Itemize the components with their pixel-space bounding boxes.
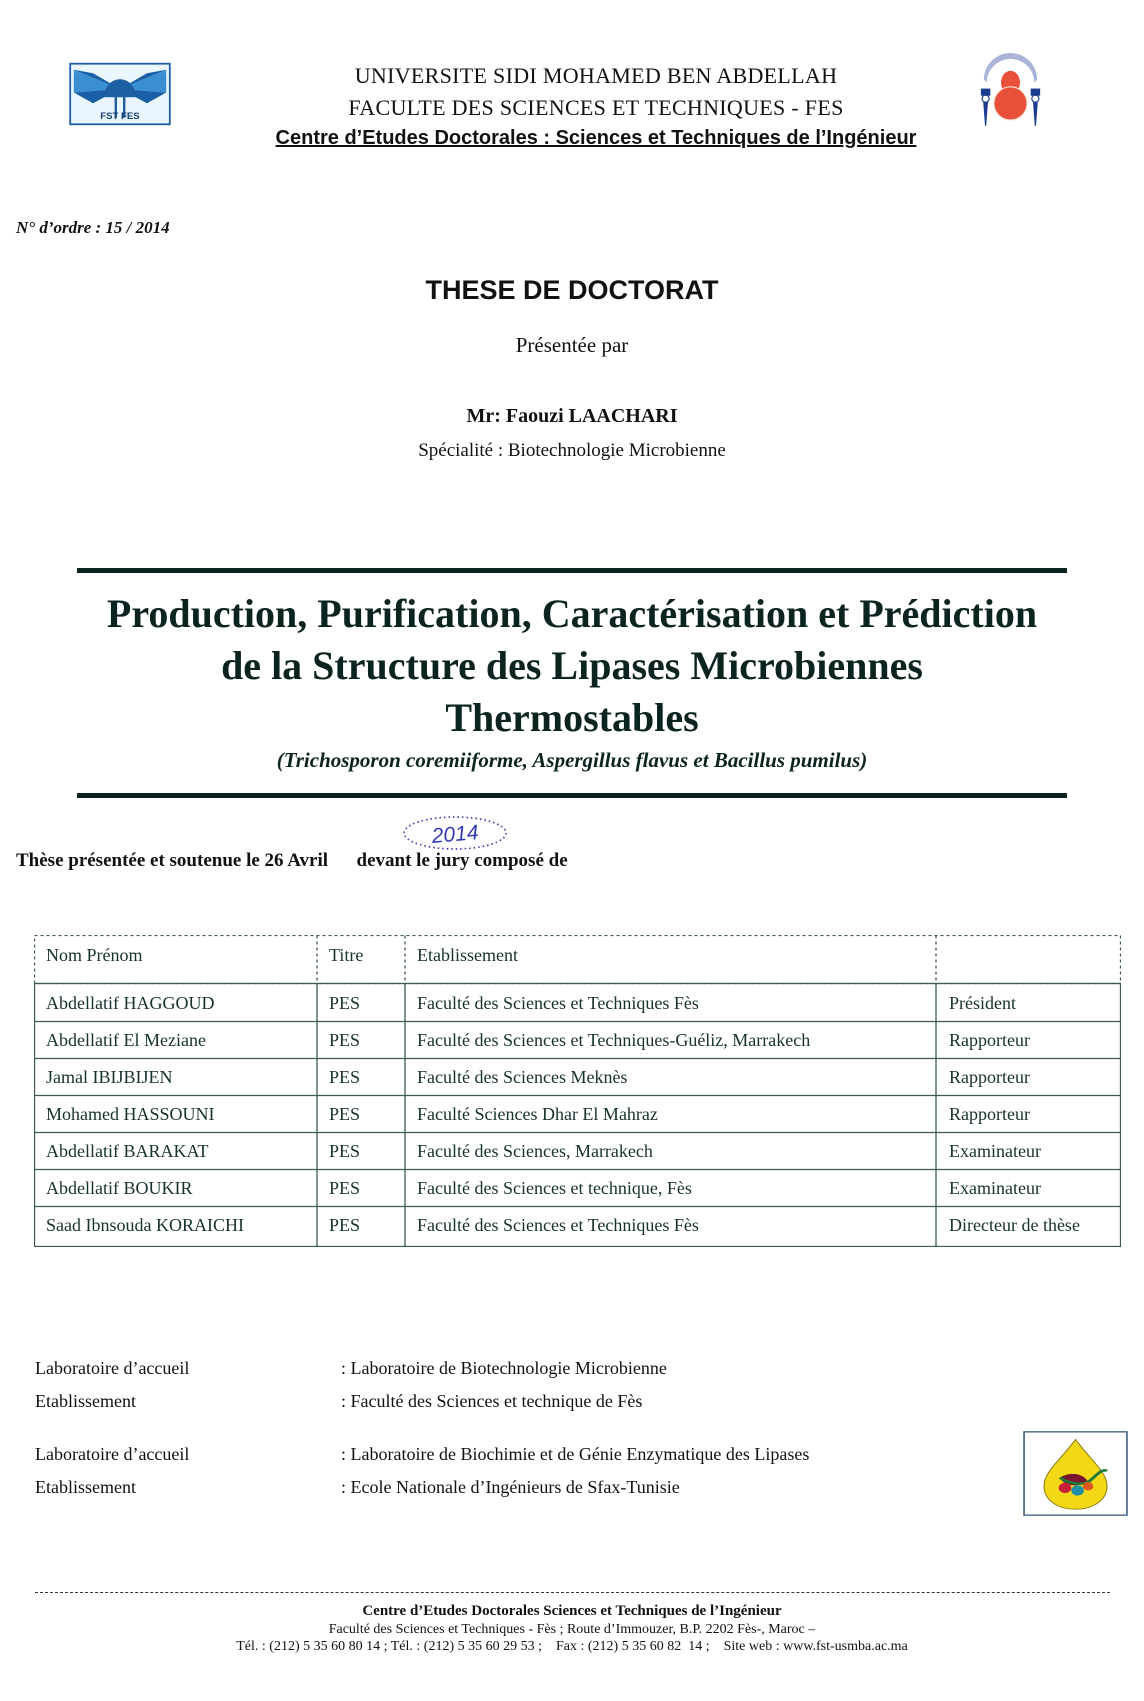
svg-text:2014: 2014 [430, 821, 480, 848]
